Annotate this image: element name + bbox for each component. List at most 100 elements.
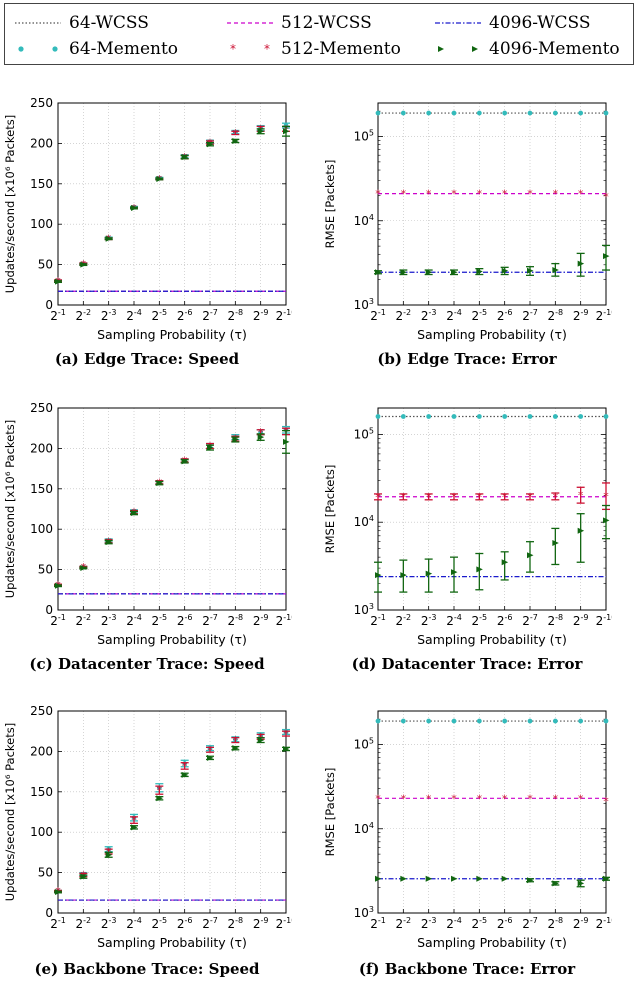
x-tick-label: 2-10 [596, 308, 612, 323]
legend-swatch-dashed [227, 22, 273, 24]
data-point [527, 552, 534, 559]
x-tick-label: 2-8 [548, 308, 564, 323]
legend-item-4096-memento: 4096-Memento [435, 38, 620, 60]
series-512-Memento: ********** [54, 425, 290, 592]
data-point [105, 851, 113, 858]
y-tick-label: 105 [354, 426, 374, 441]
data-point [552, 267, 559, 274]
series-512-Memento: ********** [54, 123, 290, 288]
legend-label: 64-Memento [69, 39, 179, 59]
data-point: * [375, 792, 381, 805]
data-point [257, 128, 265, 135]
chart-panel-e: 2-1 2-2 2-3 2-4 2-5 2-6 2-7 2-8 2-9 2-10 0 50 100 150… [2, 703, 292, 963]
x-tick-label: 2-5 [472, 916, 488, 931]
y-tick-label: 50 [38, 258, 53, 272]
x-tick-label: 2-7 [202, 613, 218, 628]
x-tick-label: 2-4 [126, 308, 142, 323]
data-point [502, 414, 508, 419]
chart-panel-f: 2-1 2-2 2-3 2-4 2-5 2-6 2-7 2-8 2-9 2-10 103 104 105… [322, 703, 612, 963]
x-tick-label: 2-8 [228, 613, 244, 628]
chart-panel-c: 2-1 2-2 2-3 2-4 2-5 2-6 2-7 2-8 2-9 2-10 0 50 100 150… [2, 400, 292, 660]
data-point [156, 175, 163, 182]
y-tick-label: 104 [354, 514, 374, 529]
x-tick-label: 2-5 [152, 308, 168, 323]
x-tick-label: 2-9 [253, 308, 269, 323]
data-point [552, 718, 558, 724]
data-point [181, 771, 189, 778]
legend-item-64-wcss: 64-WCSS [15, 12, 149, 34]
data-point: * [131, 814, 137, 827]
data-point: * [527, 792, 533, 805]
data-point [80, 261, 87, 268]
y-tick-label: 104 [354, 213, 374, 228]
data-point: * [502, 792, 508, 805]
x-tick-label: 2-5 [152, 916, 168, 931]
data-point: * [603, 795, 609, 808]
x-tick-label: 2-9 [573, 916, 589, 931]
data-point [527, 267, 534, 274]
data-point [375, 269, 382, 276]
chart-caption-d: (d) Datacenter Trace: Error [351, 655, 583, 673]
legend-label: 64-WCSS [69, 13, 149, 33]
data-point [400, 269, 407, 276]
y-axis-label: Updates/second [x10⁶ Packets] [3, 723, 17, 901]
x-tick-label: 2-3 [421, 916, 437, 931]
data-point [375, 718, 381, 724]
data-point: * [603, 190, 609, 203]
data-point [603, 414, 609, 419]
series-4096-Memento [54, 429, 290, 589]
data-point [375, 875, 382, 882]
data-point: * [477, 188, 483, 201]
data-point [375, 572, 382, 579]
series-512-Memento: ********** [374, 482, 610, 511]
y-axis-label: Updates/second [x10⁶ Packets] [3, 115, 17, 293]
data-point [451, 110, 457, 116]
data-point [257, 434, 265, 441]
data-point: * [283, 728, 289, 741]
data-point [80, 873, 87, 880]
x-tick-label: 2-6 [177, 613, 193, 628]
data-point [425, 875, 433, 882]
data-point [476, 110, 482, 116]
x-tick-label: 2-7 [202, 916, 218, 931]
y-tick-label: 50 [38, 866, 53, 880]
x-tick-label: 2-8 [228, 916, 244, 931]
x-tick-label: 2-10 [276, 308, 292, 323]
legend-item-512-wcss: 512-WCSS [227, 12, 372, 34]
x-axis-label: Sampling Probability (τ) [417, 632, 567, 647]
data-point [181, 154, 189, 161]
data-point [181, 458, 189, 465]
data-point [552, 539, 559, 546]
data-point [400, 572, 407, 579]
y-axis-label: RMSE [Packets] [323, 465, 337, 554]
legend-item-4096-wcss: 4096-WCSS [435, 12, 591, 34]
x-tick-label: 2-1 [370, 613, 386, 628]
plot-frame [377, 407, 607, 611]
x-tick-label: 2-2 [396, 916, 412, 931]
x-axis-label: Sampling Probability (τ) [97, 935, 247, 950]
grid [377, 103, 607, 306]
data-point: * [502, 188, 508, 201]
data-point: * [401, 188, 407, 201]
x-tick-label: 2-5 [472, 613, 488, 628]
data-point [400, 414, 406, 419]
data-point: * [401, 792, 407, 805]
data-point [578, 110, 584, 116]
grid [57, 710, 287, 914]
data-point [131, 824, 138, 831]
x-tick-label: 2-9 [573, 308, 589, 323]
plot-frame [57, 710, 287, 914]
x-tick-label: 2-7 [202, 308, 218, 323]
x-axis-label: Sampling Probability (τ) [417, 327, 567, 342]
data-point: * [233, 734, 239, 747]
y-tick-label: 100 [30, 825, 53, 839]
data-point [527, 110, 533, 116]
x-tick-label: 2-6 [497, 308, 513, 323]
data-point [426, 414, 432, 419]
data-point: * [207, 744, 213, 757]
data-point [451, 718, 457, 724]
x-tick-label: 2-2 [76, 308, 92, 323]
data-point: * [426, 491, 432, 504]
y-tick-label: 100 [30, 522, 53, 536]
y-tick-label: 103 [354, 297, 374, 312]
